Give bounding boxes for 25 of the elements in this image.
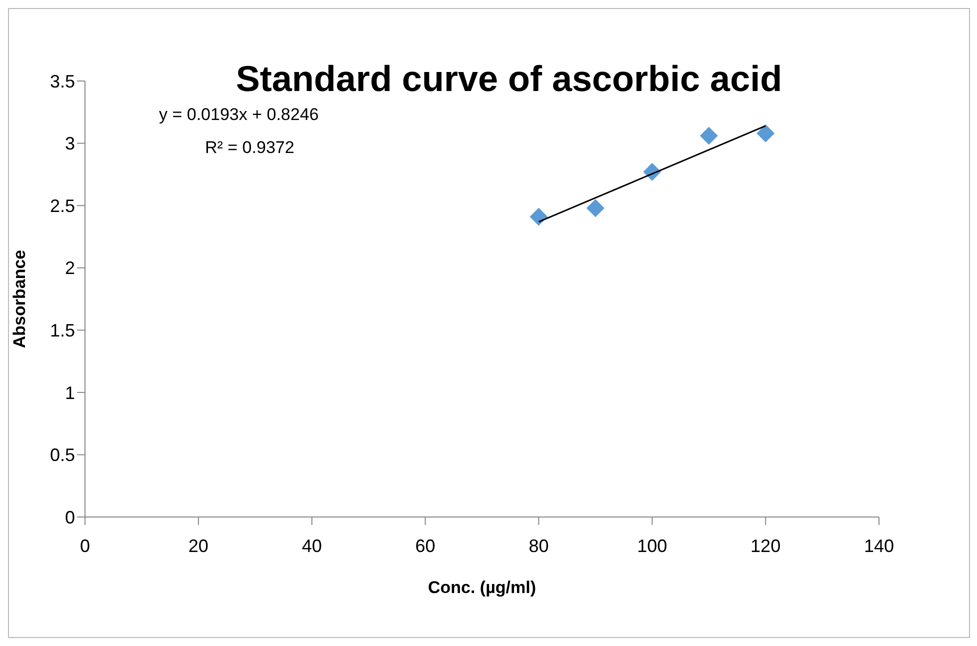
y-tick-label: 0.5 <box>50 445 75 466</box>
x-tick-label: 40 <box>302 536 322 556</box>
x-tick-label: 0 <box>80 536 90 556</box>
x-axis-title: Conc. (µg/ml) <box>428 578 536 597</box>
y-tick-label: 1 <box>64 382 75 403</box>
y-tick-label: 2 <box>64 258 75 278</box>
y-axis-title: Absorbance <box>10 250 30 348</box>
y-tick-label: 0 <box>64 507 75 528</box>
x-tick-label: 140 <box>864 536 894 556</box>
chart-title: Standard curve of ascorbic acid <box>236 58 782 99</box>
annotation: y = 0.0193x + 0.8246 <box>159 105 319 125</box>
point <box>756 124 775 142</box>
x-tick-label: 60 <box>415 536 436 556</box>
y-tick-label: 3 <box>64 134 75 154</box>
point <box>530 208 548 226</box>
y-tick-label: 2.5 <box>50 196 75 216</box>
y-tick-label: 3.5 <box>50 71 75 92</box>
annotation: R² = 0.9372 <box>205 138 294 158</box>
x-tick-label: 100 <box>637 536 668 556</box>
x-tick-label: 80 <box>528 536 549 556</box>
x-tick-label: 120 <box>750 536 781 556</box>
x-tick-label: 20 <box>188 536 208 556</box>
y-tick-label: 1.5 <box>50 320 75 341</box>
point <box>700 126 718 145</box>
point <box>586 199 604 218</box>
